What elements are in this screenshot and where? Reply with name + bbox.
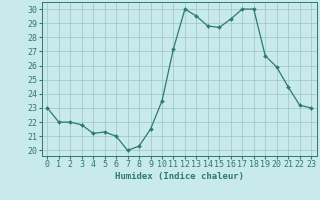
X-axis label: Humidex (Indice chaleur): Humidex (Indice chaleur) <box>115 172 244 181</box>
